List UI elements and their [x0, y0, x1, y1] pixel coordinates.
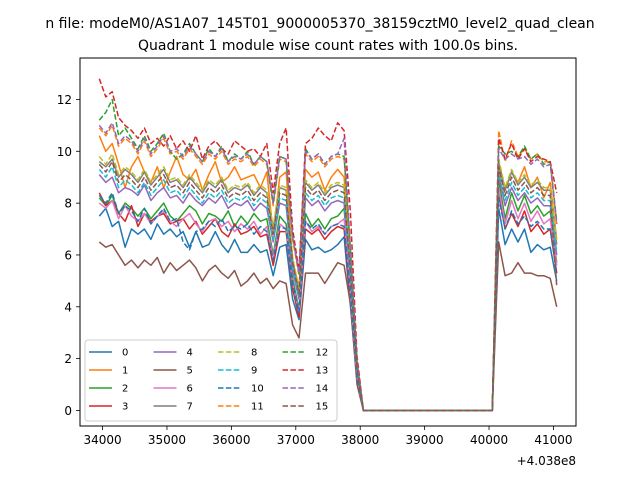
x-tick-label-7: 41000: [534, 433, 572, 447]
legend-label-3: 3: [122, 402, 128, 413]
y-tick-label-2: 4: [64, 300, 72, 314]
y-tick-label-0: 0: [64, 404, 72, 418]
x-tick-label-1: 35000: [148, 433, 186, 447]
series-line-4: [98, 173, 558, 412]
y-tick-label-6: 12: [57, 93, 72, 107]
y-axis: 0 2 4 6 8 10 12: [57, 93, 80, 418]
series-line-0: [98, 207, 558, 412]
legend-label-6: 6: [187, 384, 193, 395]
plot-frame: [79, 57, 577, 427]
legend-label-5: 5: [187, 366, 193, 377]
x-offset-label: +4.038e8: [517, 454, 576, 468]
y-tick-label-4: 8: [64, 197, 72, 211]
legend-label-13: 13: [316, 366, 329, 377]
figure-suptitle: n file: modeM0/AS1A07_145T01_9000005370_…: [45, 16, 594, 32]
series-layer: [98, 78, 558, 412]
x-tick-label-6: 40000: [470, 433, 508, 447]
legend-label-10: 10: [251, 384, 264, 395]
legend-label-2: 2: [122, 384, 128, 395]
legend-label-15: 15: [316, 402, 329, 413]
legend-label-7: 7: [187, 402, 193, 413]
x-axis: 34000 35000 36000 37000 38000 39000 40000 41000: [83, 426, 573, 447]
series-line-10: [98, 192, 558, 412]
legend-label-11: 11: [251, 402, 264, 413]
legend-label-8: 8: [251, 348, 257, 359]
series-line-14: [98, 122, 558, 412]
y-tick-label-3: 6: [64, 248, 72, 262]
x-tick-label-3: 37000: [277, 433, 315, 447]
legend-box: [84, 339, 338, 422]
x-tick-label-0: 34000: [83, 433, 121, 447]
legend-label-9: 9: [251, 366, 257, 377]
series-line-2: [98, 179, 558, 412]
legend-label-12: 12: [316, 348, 329, 359]
legend-label-14: 14: [316, 384, 329, 395]
series-line-9: [98, 166, 558, 412]
y-tick-label-1: 2: [64, 352, 72, 366]
legend-label-0: 0: [122, 348, 128, 359]
x-tick-label-2: 36000: [212, 433, 250, 447]
x-tick-label-4: 38000: [341, 433, 379, 447]
chart-title: Quadrant 1 module wise count rates with …: [138, 38, 518, 54]
series-line-5: [98, 241, 558, 412]
series-line-13: [98, 78, 558, 412]
y-tick-label-5: 10: [57, 145, 72, 159]
x-tick-label-5: 39000: [406, 433, 444, 447]
series-line-8: [98, 153, 558, 412]
series-line-15: [98, 160, 558, 412]
legend-label-4: 4: [187, 348, 193, 359]
legend-label-1: 1: [122, 366, 128, 377]
